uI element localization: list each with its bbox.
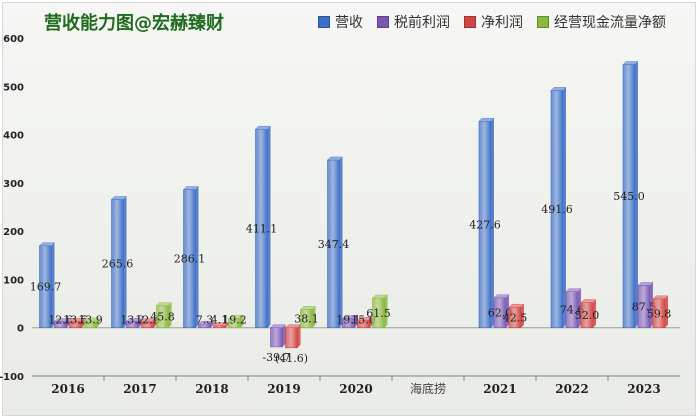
data-label: 87.5 (632, 301, 657, 314)
bar-side (96, 318, 100, 328)
data-label: 4.1 (211, 314, 229, 327)
x-tick-label: 2023 (627, 382, 660, 396)
y-tick-label: -100 (0, 372, 24, 383)
bar-side (282, 324, 286, 347)
data-label: 7.3 (196, 314, 214, 327)
bar-side (210, 321, 214, 328)
bar-side (339, 156, 343, 328)
bar-side (506, 294, 509, 328)
data-label: 347.4 (318, 238, 350, 251)
x-tick-label: 2017 (123, 382, 156, 396)
x-tick-label: 2021 (483, 382, 516, 396)
legend-label-revenue: 营收 (335, 15, 363, 31)
x-tick-label: 2022 (555, 382, 588, 396)
x-tick-label: 2019 (267, 382, 300, 396)
bar-税前利润-2019 (270, 327, 283, 348)
legend-item-pretax-profit: 税前利润 (377, 12, 450, 32)
bar-side (578, 288, 581, 328)
data-label: 45.8 (150, 311, 175, 324)
legend-item-net-profit: 净利润 (464, 12, 523, 32)
data-label: 38.1 (294, 313, 319, 326)
legend-swatch-pretax-profit (377, 16, 389, 28)
y-tick-label: 600 (3, 34, 24, 45)
data-label: 169.7 (30, 281, 62, 294)
bar-side (297, 324, 301, 348)
bar-side (491, 118, 494, 328)
bar-side (563, 87, 566, 328)
y-tick-label: 200 (3, 227, 24, 238)
x-tick-label: 2018 (195, 382, 228, 396)
chart-annotation: 海底捞 (410, 381, 446, 396)
data-label: 12.3 (135, 314, 160, 327)
bar-side (195, 186, 199, 328)
bar-side (267, 126, 271, 328)
bar-side (635, 61, 638, 328)
bar-side (665, 295, 668, 328)
bar-side (153, 318, 157, 328)
y-tick-label: 500 (3, 82, 24, 93)
y-tick-label: 100 (3, 275, 24, 286)
data-label: 411.1 (246, 222, 278, 235)
data-label: (41.6) (275, 352, 308, 365)
bar-side (354, 315, 358, 328)
chart-title: 营收能力图@宏赫臻财 (44, 13, 224, 34)
bar-side (81, 318, 85, 328)
data-label: 74.6 (560, 304, 585, 317)
legend-item-operating-cashflow: 经营现金流量净额 (537, 12, 666, 32)
bar-side (312, 306, 316, 328)
data-label: 15.0 (351, 314, 376, 327)
bar-side (384, 295, 388, 328)
bar-side (138, 318, 142, 328)
data-label: 19.2 (222, 314, 247, 327)
bar-side (521, 304, 524, 328)
data-label: 286.1 (174, 253, 206, 266)
data-label: 61.5 (366, 307, 391, 320)
data-label: 59.8 (647, 307, 672, 320)
bar-side (168, 302, 172, 328)
legend-label-pretax-profit: 税前利润 (394, 15, 450, 31)
bar-side (225, 322, 229, 328)
data-label: 13.2 (120, 314, 145, 327)
data-label: 491.6 (541, 203, 573, 216)
y-tick-label: 300 (3, 179, 24, 190)
data-label: 62.0 (488, 307, 513, 320)
legend-item-revenue: 营收 (318, 12, 363, 32)
data-label: 19.1 (336, 314, 361, 327)
data-label: 13.9 (78, 314, 103, 327)
bar-side (66, 318, 70, 328)
y-tick-label: 0 (17, 324, 24, 335)
chart-legend: 营收 税前利润 净利润 经营现金流量净额 (318, 11, 666, 33)
data-label: 13.5 (63, 314, 88, 327)
x-tick-label: 2016 (51, 382, 84, 396)
legend-swatch-revenue (318, 16, 330, 28)
bar-side (240, 315, 244, 328)
data-label: 265.6 (102, 258, 134, 271)
bar-side (369, 317, 373, 328)
legend-swatch-operating-cashflow (537, 16, 549, 28)
data-label: -39.7 (262, 351, 290, 364)
legend-label-net-profit: 净利润 (481, 15, 523, 31)
legend-label-operating-cashflow: 经营现金流量净额 (554, 15, 666, 31)
y-tick-label: 400 (3, 131, 24, 142)
data-label: 545.0 (613, 190, 645, 203)
data-label: 12.6 (48, 314, 73, 327)
bar-side (593, 299, 596, 328)
bar-side (650, 282, 653, 328)
data-label: 427.6 (469, 218, 501, 231)
bar-side (51, 242, 55, 328)
bar-净利润-2019 (285, 327, 298, 349)
data-label: 52.0 (575, 309, 600, 322)
x-tick-label: 2020 (339, 382, 372, 396)
bar-side (123, 196, 127, 328)
legend-swatch-net-profit (464, 16, 476, 28)
data-label: 42.5 (503, 311, 528, 324)
